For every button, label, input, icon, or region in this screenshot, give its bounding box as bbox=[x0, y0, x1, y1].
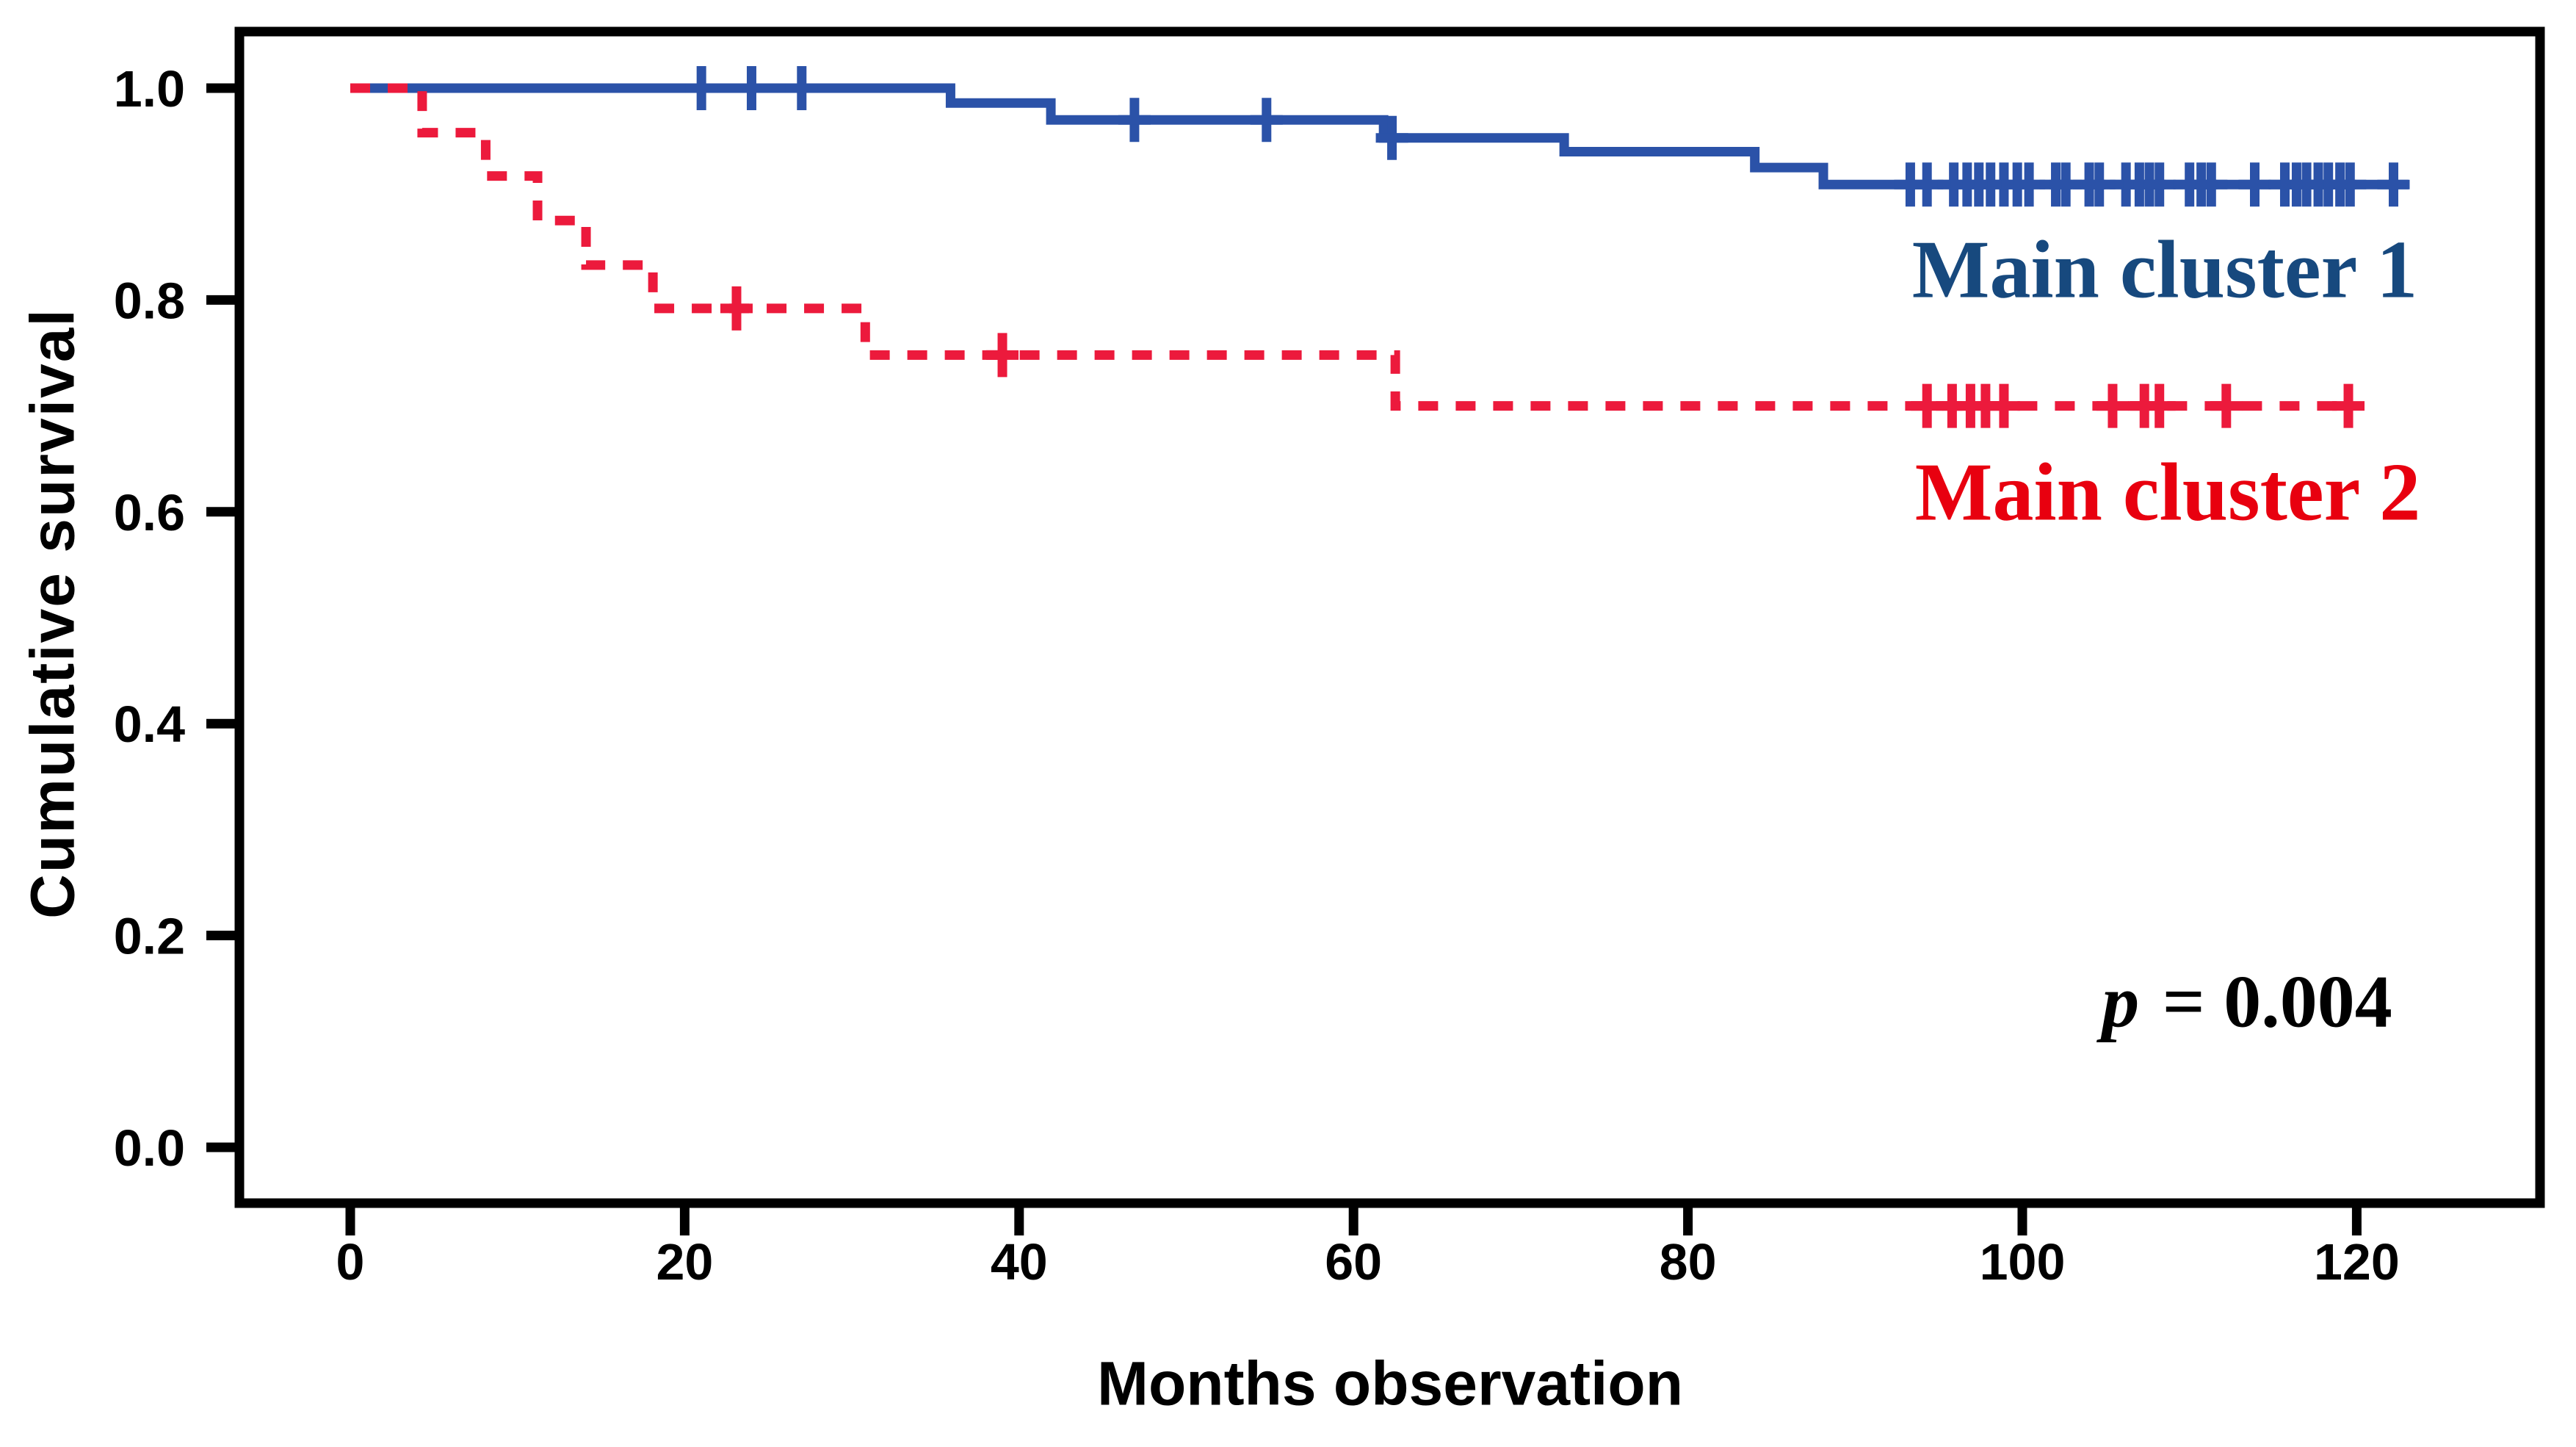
x-tick-label: 80 bbox=[1660, 1233, 1717, 1291]
x-tick-label: 20 bbox=[656, 1233, 713, 1291]
y-tick-label: 0.0 bbox=[114, 1119, 185, 1177]
x-tick-label: 60 bbox=[1325, 1233, 1382, 1291]
survival-curve-1 bbox=[350, 83, 2409, 190]
x-tick-label: 0 bbox=[336, 1233, 365, 1291]
y-tick-label: 0.4 bbox=[114, 696, 185, 753]
legend-main-cluster-2: Main cluster 2 bbox=[1914, 447, 2421, 538]
x-tick-label: 100 bbox=[1980, 1233, 2066, 1291]
y-tick-label: 0.6 bbox=[114, 484, 185, 541]
p-value-annotation: p = 0.004 bbox=[2102, 959, 2392, 1045]
p-value-text: = 0.004 bbox=[2143, 960, 2392, 1044]
y-tick-label: 0.8 bbox=[114, 272, 185, 329]
legend-main-cluster-1: Main cluster 1 bbox=[1911, 224, 2418, 316]
survival-curve-2 bbox=[350, 83, 2349, 411]
p-value-symbol: p bbox=[2102, 960, 2140, 1044]
plot-frame bbox=[234, 26, 2545, 1208]
x-tick-label: 120 bbox=[2314, 1233, 2400, 1291]
y-tick-label: 0.2 bbox=[114, 908, 185, 965]
y-tick-label: 1.0 bbox=[114, 60, 185, 118]
x-axis-title: Months observation bbox=[1096, 1349, 1684, 1418]
x-tick-label: 40 bbox=[991, 1233, 1048, 1291]
y-axis-title: Cumulative survival bbox=[18, 308, 87, 919]
